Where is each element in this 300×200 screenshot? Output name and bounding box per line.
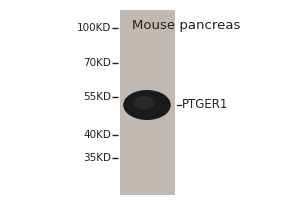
Bar: [120, 10, 175, 195]
Text: 70KD: 70KD: [83, 58, 111, 68]
Text: 35KD: 35KD: [83, 153, 111, 163]
Ellipse shape: [133, 96, 155, 110]
Ellipse shape: [123, 90, 171, 120]
Text: PTGER1: PTGER1: [182, 98, 228, 112]
Text: 40KD: 40KD: [83, 130, 111, 140]
Text: 100KD: 100KD: [76, 23, 111, 33]
Text: Mouse pancreas: Mouse pancreas: [132, 19, 240, 32]
Text: 55KD: 55KD: [83, 92, 111, 102]
